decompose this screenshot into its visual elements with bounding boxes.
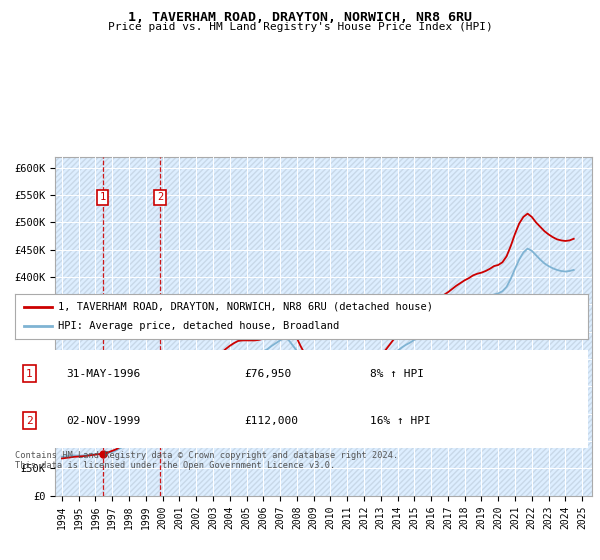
- Text: 2: 2: [157, 193, 163, 203]
- Text: 1, TAVERHAM ROAD, DRAYTON, NORWICH, NR8 6RU: 1, TAVERHAM ROAD, DRAYTON, NORWICH, NR8 …: [128, 11, 472, 24]
- Text: 1: 1: [26, 368, 33, 379]
- Text: 16% ↑ HPI: 16% ↑ HPI: [370, 416, 431, 426]
- Text: 1, TAVERHAM ROAD, DRAYTON, NORWICH, NR8 6RU (detached house): 1, TAVERHAM ROAD, DRAYTON, NORWICH, NR8 …: [58, 301, 433, 311]
- Text: 1: 1: [100, 193, 106, 203]
- Text: £112,000: £112,000: [244, 416, 298, 426]
- Text: HPI: Average price, detached house, Broadland: HPI: Average price, detached house, Broa…: [58, 321, 339, 332]
- Text: 02-NOV-1999: 02-NOV-1999: [67, 416, 141, 426]
- Text: 2: 2: [26, 416, 33, 426]
- Text: Contains HM Land Registry data © Crown copyright and database right 2024.
This d: Contains HM Land Registry data © Crown c…: [15, 451, 398, 470]
- Text: 8% ↑ HPI: 8% ↑ HPI: [370, 368, 424, 379]
- Text: 31-MAY-1996: 31-MAY-1996: [67, 368, 141, 379]
- Text: Price paid vs. HM Land Registry's House Price Index (HPI): Price paid vs. HM Land Registry's House …: [107, 22, 493, 32]
- Text: £76,950: £76,950: [244, 368, 292, 379]
